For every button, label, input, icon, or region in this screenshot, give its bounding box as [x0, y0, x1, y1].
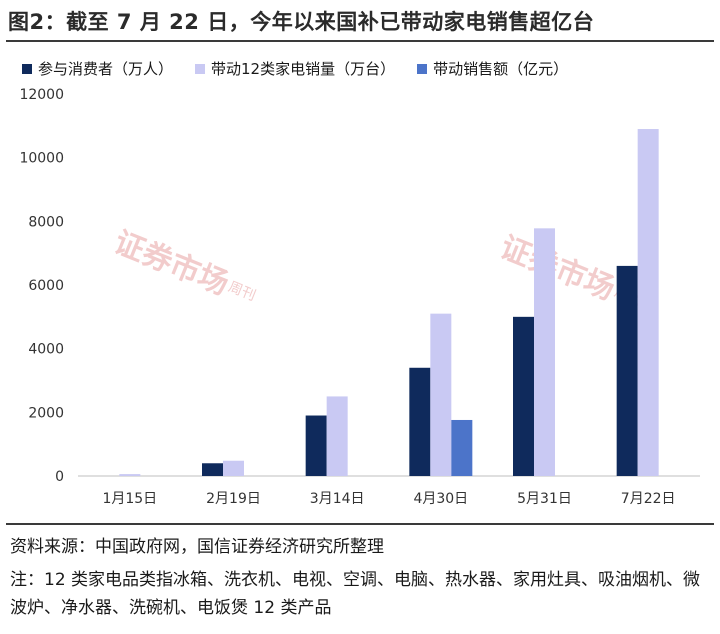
note-text: 注：12 类家电品类指冰箱、洗衣机、电视、空调、电脑、热水器、家用灶具、吸油烟机… [10, 570, 701, 618]
bar-units [534, 228, 555, 476]
legend: 参与消费者（万人） 带动12类家电销量（万台） 带动销售额（亿元） [22, 58, 568, 79]
legend-item-units: 带动12类家电销量（万台） [195, 58, 395, 79]
y-tick-label: 8000 [28, 214, 64, 230]
y-tick-label: 4000 [28, 342, 64, 358]
x-tick-label: 3月14日 [310, 491, 365, 507]
watermark-suffix: 周刊 [226, 279, 258, 304]
legend-label-units: 带动12类家电销量（万台） [211, 60, 396, 78]
bar-units [637, 129, 659, 476]
x-tick-label: 1月15日 [102, 491, 157, 507]
bar-units [430, 313, 452, 476]
x-tick-label: 2月19日 [206, 491, 261, 507]
bar-consumers [305, 415, 327, 476]
watermark-text: 证券市场 [109, 225, 233, 302]
legend-label-consumers: 参与消费者（万人） [38, 60, 174, 78]
bar-consumers [202, 463, 223, 476]
x-tick-label: 5月31日 [517, 491, 572, 507]
x-tick-label: 7月22日 [621, 491, 676, 507]
bar-consumers [616, 265, 638, 476]
bar-chart: 020004000600080001000012000证券市场周刊证券市场周刊1… [19, 87, 700, 507]
y-tick-label: 10000 [19, 151, 64, 167]
bar-units [223, 460, 244, 476]
y-tick-label: 0 [55, 469, 64, 485]
legend-item-consumers: 参与消费者（万人） [22, 58, 173, 79]
bar-consumers [409, 367, 431, 476]
bar-units [119, 474, 141, 476]
legend-swatch-units [195, 63, 206, 74]
legend-label-sales: 带动销售额（亿元） [433, 60, 569, 78]
x-tick-label: 4月30日 [413, 491, 468, 507]
legend-swatch-consumers [22, 63, 32, 74]
source-text: 资料来源：中国政府网，国信证券经济研究所整理 [10, 537, 384, 557]
bottom-rule [6, 523, 714, 525]
top-rule [6, 40, 714, 42]
y-tick-label: 12000 [19, 87, 64, 103]
chart-title: 图2：截至 7 月 22 日，今年以来国补已带动家电销售超亿台 [8, 10, 595, 34]
bar-units [326, 396, 348, 476]
y-tick-label: 2000 [28, 405, 64, 421]
bar-consumers [513, 316, 534, 476]
legend-item-sales: 带动销售额（亿元） [417, 58, 568, 79]
y-tick-label: 6000 [28, 278, 64, 294]
watermark-text: 证券市场 [495, 230, 619, 307]
bar-sales [451, 419, 473, 476]
legend-swatch-sales [417, 63, 428, 74]
